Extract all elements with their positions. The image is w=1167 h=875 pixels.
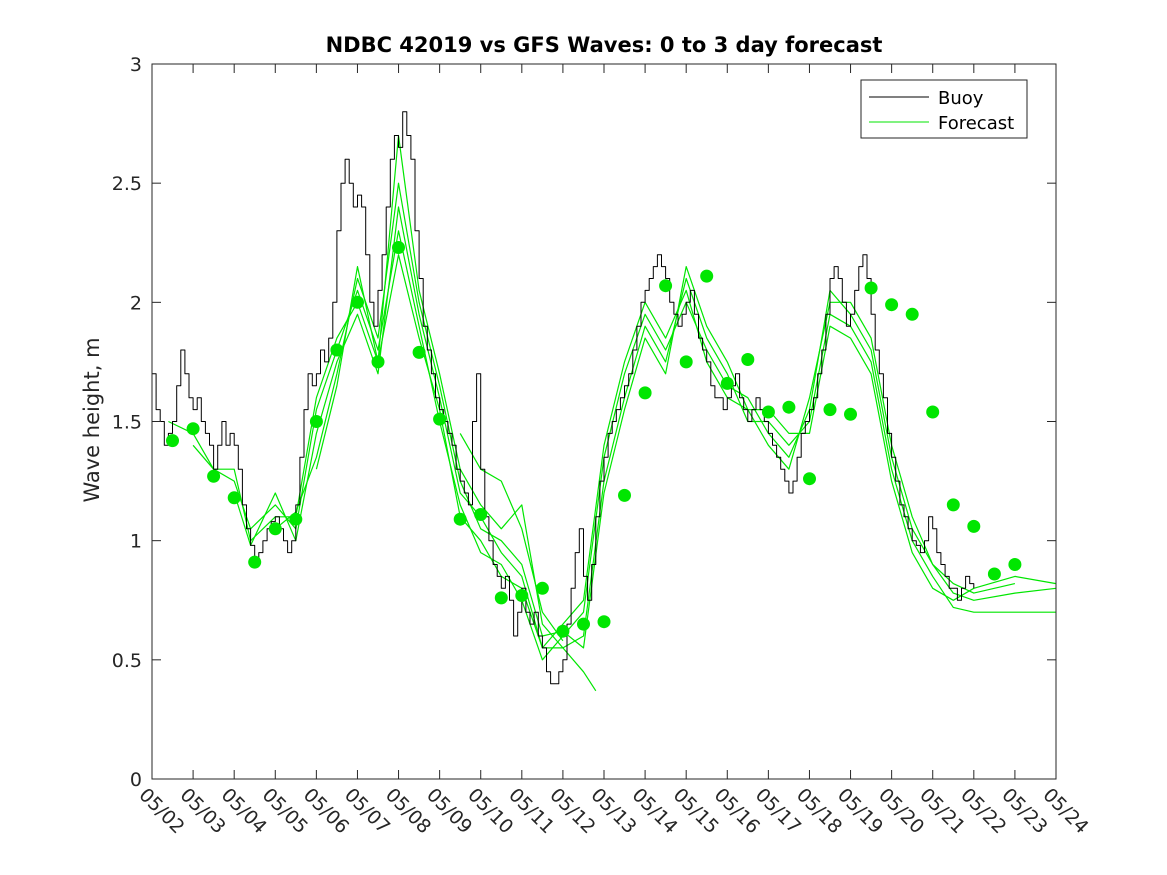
legend-forecast-label: Forecast: [938, 113, 1014, 134]
forecast-series-line-1: [168, 254, 1016, 649]
forecast-marker-8: [330, 343, 344, 357]
forecast-marker-25: [679, 355, 693, 369]
forecast-marker-40: [987, 567, 1001, 581]
forecast-marker-17: [515, 589, 529, 602]
x-tick-label-5: 05/07: [340, 784, 394, 838]
forecast-marker-29: [761, 405, 775, 419]
forecast-marker-23: [638, 386, 652, 400]
x-axis-ticks: 05/0205/0305/0405/0505/0605/0705/0805/09…: [134, 64, 1093, 838]
forecast-marker-5: [268, 522, 282, 536]
forecast-marker-18: [535, 581, 549, 595]
x-tick-label-19: 05/21: [915, 784, 969, 838]
plot-area: [152, 111, 1057, 692]
x-tick-label-2: 05/04: [217, 784, 271, 838]
legend: Buoy Forecast: [860, 79, 1028, 139]
forecast-marker-2: [207, 469, 221, 483]
forecast-marker-6: [289, 512, 303, 526]
forecast-marker-19: [556, 624, 570, 638]
y-tick-label-3: 1.5: [112, 412, 142, 434]
forecast-marker-27: [720, 376, 734, 390]
x-tick-label-10: 05/12: [545, 784, 599, 838]
legend-buoy-label: Buoy: [938, 88, 984, 109]
forecast-series-line-5: [315, 134, 597, 692]
x-tick-label-4: 05/06: [299, 784, 353, 838]
y-tick-label-6: 3: [130, 54, 142, 76]
forecast-series-line-6: [459, 433, 564, 642]
forecast-marker-10: [371, 355, 385, 369]
forecast-marker-39: [967, 519, 981, 533]
x-tick-label-14: 05/16: [710, 784, 764, 838]
forecast-marker-37: [926, 405, 940, 419]
y-tick-label-5: 2.5: [112, 173, 142, 195]
forecast-marker-31: [803, 472, 816, 486]
forecast-marker-21: [597, 615, 611, 629]
forecast-marker-26: [700, 269, 714, 283]
x-tick-label-1: 05/03: [176, 784, 230, 838]
forecast-marker-28: [741, 353, 755, 366]
forecast-marker-15: [474, 508, 488, 521]
forecast-series-line-4: [274, 182, 1057, 649]
x-tick-label-17: 05/19: [833, 784, 887, 838]
x-tick-label-20: 05/22: [956, 784, 1010, 838]
forecast-marker-35: [885, 298, 899, 312]
x-tick-label-18: 05/20: [874, 784, 928, 838]
forecast-marker-33: [844, 407, 857, 421]
x-tick-label-16: 05/18: [792, 784, 846, 838]
y-axis-label: Wave height, m: [80, 337, 104, 502]
x-tick-label-3: 05/05: [258, 784, 312, 838]
buoy-series-line: [152, 111, 975, 685]
forecast-marker-34: [864, 281, 878, 295]
x-tick-label-8: 05/10: [463, 784, 517, 838]
forecast-marker-32: [823, 403, 837, 417]
forecast-marker-7: [309, 415, 323, 428]
y-tick-label-2: 1: [130, 531, 142, 553]
x-tick-label-6: 05/08: [381, 784, 435, 838]
forecast-marker-0: [166, 434, 179, 448]
forecast-marker-3: [227, 491, 241, 505]
forecast-marker-36: [905, 307, 919, 321]
y-tick-label-1: 0.5: [112, 650, 142, 672]
x-tick-label-9: 05/11: [504, 784, 558, 838]
x-tick-label-22: 05/24: [1038, 784, 1092, 838]
legend-box: [860, 79, 1028, 139]
axes-box: [151, 63, 1057, 780]
forecast-marker-14: [453, 512, 467, 526]
forecast-marker-11: [392, 241, 405, 254]
forecast-marker-13: [433, 412, 447, 426]
forecast-marker-41: [1008, 558, 1022, 571]
y-tick-label-4: 2: [130, 292, 142, 314]
chart-title: NDBC 42019 vs GFS Waves: 0 to 3 day fore…: [326, 33, 883, 57]
forecast-marker-9: [351, 295, 364, 309]
y-tick-label-0: 0: [130, 769, 142, 791]
x-tick-label-13: 05/15: [669, 784, 723, 838]
forecast-marker-4: [248, 555, 262, 569]
forecast-series-line-3: [233, 206, 1056, 649]
forecast-marker-22: [618, 488, 631, 502]
forecast-marker-30: [782, 400, 796, 414]
forecast-marker-20: [577, 617, 590, 631]
x-tick-label-7: 05/09: [422, 784, 476, 838]
x-tick-label-0: 05/02: [134, 784, 188, 838]
y-axis-ticks: 0 0.5 1 1.5 2 2.5 3: [112, 54, 1056, 791]
x-tick-label-15: 05/17: [751, 784, 805, 838]
x-tick-label-12: 05/14: [628, 784, 682, 838]
forecast-marker-1: [186, 422, 200, 436]
forecast-marker-12: [412, 345, 426, 359]
x-tick-label-11: 05/13: [586, 784, 640, 838]
forecast-marker-24: [659, 279, 673, 293]
forecast-marker-38: [946, 498, 960, 512]
x-tick-label-21: 05/23: [997, 784, 1051, 838]
forecast-marker-16: [494, 591, 508, 605]
